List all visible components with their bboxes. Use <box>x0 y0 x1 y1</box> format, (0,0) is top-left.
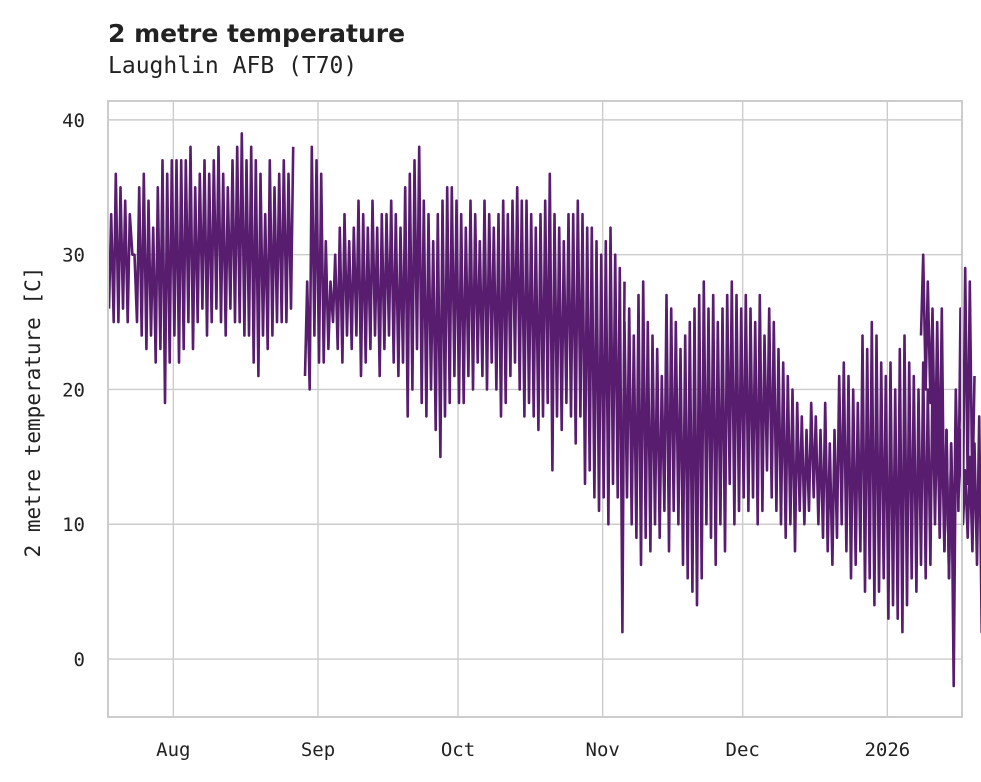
y-tick-label: 0 <box>74 649 85 671</box>
x-axis-ticks: Aug Sep Oct Nov Dec 2026 <box>156 739 910 761</box>
chart-title: 2 metre temperature <box>108 19 405 48</box>
x-tick-label: 2026 <box>864 739 910 761</box>
chart-subtitle: Laughlin AFB (T70) <box>108 53 357 79</box>
temperature-line-segment <box>303 145 626 634</box>
x-tick-label: Nov <box>586 739 620 761</box>
plot-frame <box>107 100 963 718</box>
series-layer <box>107 132 981 688</box>
temperature-line-segment <box>621 266 976 634</box>
y-tick-label: 30 <box>62 245 85 267</box>
x-tick-label: Dec <box>726 739 760 761</box>
x-tick-label: Aug <box>156 739 190 761</box>
y-axis-ticks: 0 10 20 30 40 <box>62 110 85 671</box>
x-tick-label: Sep <box>301 739 335 761</box>
temperature-line-segment <box>107 132 295 405</box>
y-axis-label: 2 metre temperature [C] <box>21 267 45 558</box>
y-tick-label: 20 <box>62 379 85 401</box>
y-tick-label: 10 <box>62 514 85 536</box>
x-tick-label: Oct <box>441 739 475 761</box>
temperature-line-segment <box>919 253 981 688</box>
y-tick-label: 40 <box>62 110 85 132</box>
